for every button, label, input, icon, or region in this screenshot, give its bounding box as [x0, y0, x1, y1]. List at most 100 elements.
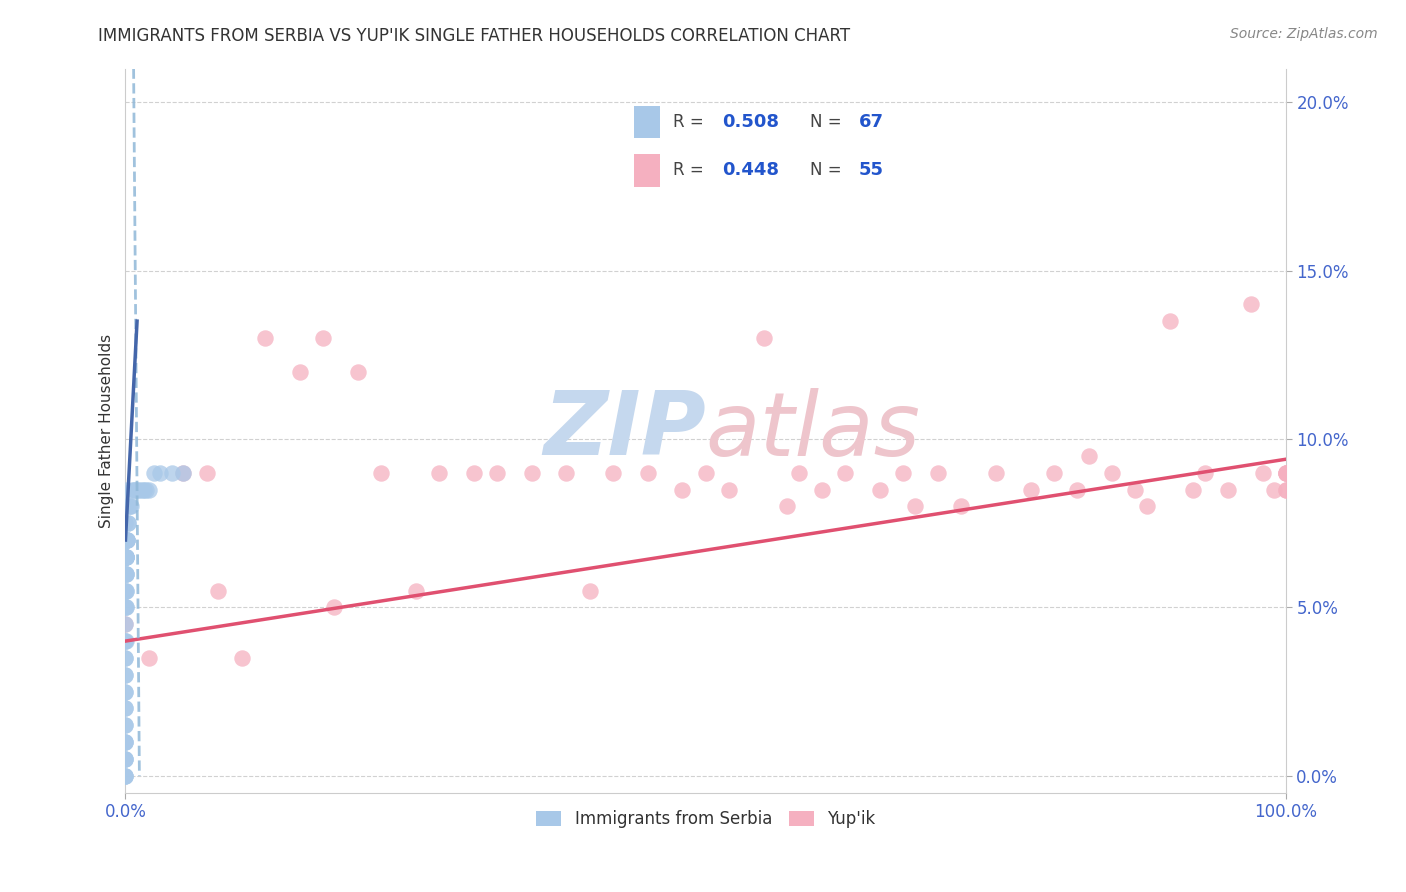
Point — [114, 483, 136, 497]
Point — [463, 466, 485, 480]
Point — [143, 466, 166, 480]
Point — [115, 533, 138, 547]
Text: atlas: atlas — [706, 388, 921, 474]
Point — [776, 500, 799, 514]
Point — [115, 549, 138, 564]
Point — [114, 684, 136, 698]
Point — [253, 331, 276, 345]
Point — [1194, 466, 1216, 480]
Point — [114, 667, 136, 681]
Point — [138, 483, 160, 497]
Point — [128, 483, 150, 497]
Point — [114, 617, 136, 632]
Point — [869, 483, 891, 497]
Point — [520, 466, 543, 480]
Point — [115, 549, 138, 564]
Point — [1019, 483, 1042, 497]
Point — [717, 483, 740, 497]
Point — [1043, 466, 1066, 480]
Text: ZIP: ZIP — [543, 387, 706, 474]
Point — [131, 483, 153, 497]
Point — [114, 600, 136, 615]
Point — [288, 365, 311, 379]
Point — [114, 600, 136, 615]
Point — [114, 583, 136, 598]
Text: IMMIGRANTS FROM SERBIA VS YUP'IK SINGLE FATHER HOUSEHOLDS CORRELATION CHART: IMMIGRANTS FROM SERBIA VS YUP'IK SINGLE … — [98, 27, 851, 45]
Point — [787, 466, 810, 480]
Point — [120, 500, 142, 514]
Point — [114, 566, 136, 581]
Point — [1275, 466, 1298, 480]
Point — [752, 331, 775, 345]
Point — [149, 466, 172, 480]
Point — [1123, 483, 1146, 497]
Point — [114, 516, 136, 531]
Point — [132, 483, 155, 497]
Point — [346, 365, 368, 379]
Point — [125, 483, 148, 497]
Point — [1275, 483, 1298, 497]
Point — [1275, 466, 1298, 480]
Point — [115, 549, 138, 564]
Point — [114, 583, 136, 598]
Point — [135, 483, 157, 497]
Point — [160, 466, 183, 480]
Point — [1182, 483, 1205, 497]
Point — [671, 483, 693, 497]
Point — [114, 667, 136, 681]
Point — [173, 466, 195, 480]
Point — [114, 651, 136, 665]
Point — [114, 769, 136, 783]
Point — [1275, 483, 1298, 497]
Point — [1136, 500, 1159, 514]
Point — [810, 483, 832, 497]
Point — [115, 549, 138, 564]
Point — [1077, 449, 1099, 463]
Point — [578, 583, 600, 598]
Point — [120, 500, 142, 514]
Point — [1251, 466, 1274, 480]
Point — [695, 466, 717, 480]
Point — [1263, 483, 1285, 497]
Y-axis label: Single Father Households: Single Father Households — [100, 334, 114, 528]
Point — [834, 466, 856, 480]
Point — [114, 600, 136, 615]
Point — [114, 533, 136, 547]
Point — [370, 466, 392, 480]
Point — [114, 718, 136, 732]
Point — [138, 651, 160, 665]
Point — [114, 617, 136, 632]
Point — [114, 583, 136, 598]
Point — [891, 466, 914, 480]
Point — [114, 566, 136, 581]
Point — [117, 516, 139, 531]
Point — [114, 634, 136, 648]
Point — [405, 583, 427, 598]
Point — [114, 701, 136, 715]
Point — [1275, 466, 1298, 480]
Point — [927, 466, 949, 480]
Point — [207, 583, 229, 598]
Point — [115, 533, 138, 547]
Point — [173, 466, 195, 480]
Point — [602, 466, 624, 480]
Point — [1066, 483, 1088, 497]
Point — [1101, 466, 1123, 480]
Point — [115, 533, 138, 547]
Legend: Immigrants from Serbia, Yup'ik: Immigrants from Serbia, Yup'ik — [530, 804, 882, 835]
Point — [114, 684, 136, 698]
Point — [114, 769, 136, 783]
Point — [1275, 466, 1298, 480]
Point — [637, 466, 659, 480]
Text: Source: ZipAtlas.com: Source: ZipAtlas.com — [1230, 27, 1378, 41]
Point — [114, 566, 136, 581]
Point — [122, 483, 145, 497]
Point — [117, 516, 139, 531]
Point — [427, 466, 450, 480]
Point — [114, 549, 136, 564]
Point — [114, 634, 136, 648]
Point — [114, 769, 136, 783]
Point — [195, 466, 218, 480]
Point — [1240, 297, 1263, 311]
Point — [949, 500, 972, 514]
